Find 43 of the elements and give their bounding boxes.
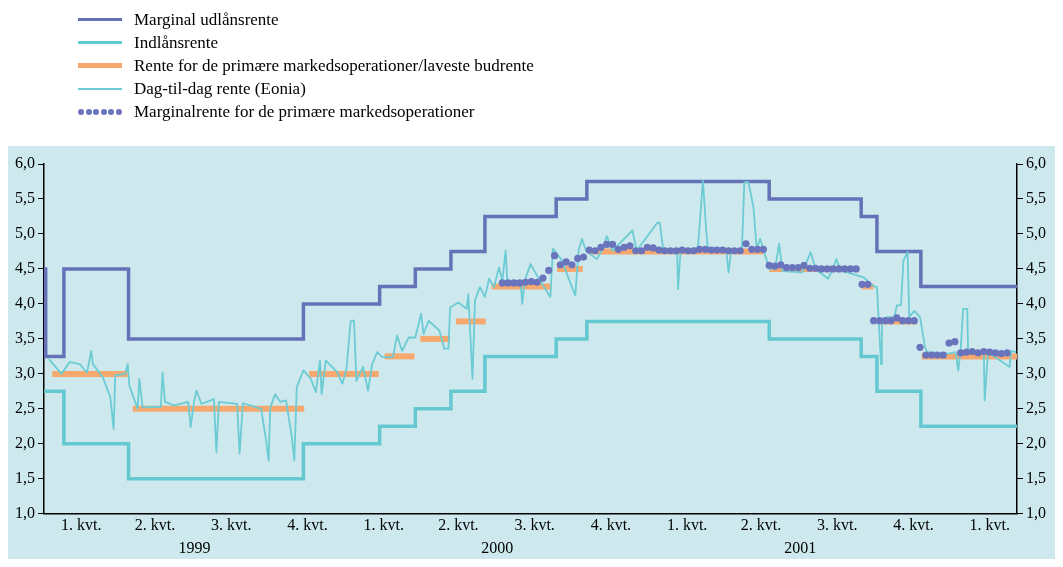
y-tick-label: 1,0 <box>15 504 35 521</box>
x-tick-label: 3. kvt. <box>514 515 555 533</box>
y2-tick-label: 1,0 <box>1026 504 1046 521</box>
y-tick-label: 4,5 <box>15 259 35 277</box>
x-tick-label: 4. kvt. <box>287 515 328 533</box>
text: 2000 <box>481 539 514 557</box>
y-tick-label: 5,0 <box>15 224 35 242</box>
y2-tick-label: 2,0 <box>1026 434 1046 452</box>
y2-tick-label: 5,5 <box>1026 189 1046 207</box>
x-tick-label: 1. kvt. <box>969 515 1010 533</box>
x-tick-label: 2. kvt. <box>438 515 479 533</box>
x-tick-label: 1. kvt. <box>61 515 102 533</box>
y-tick-label: 4,0 <box>15 294 35 312</box>
legend-label: Rente for de primære markedsoperationer/laveste budrente <box>134 55 534 76</box>
x-tick-label: 4. kvt. <box>893 515 934 533</box>
x-tick-label: 4. kvt. <box>590 515 632 533</box>
x-tick-label: 3. kvt. <box>816 515 858 533</box>
text: 2001 <box>784 539 817 557</box>
x-tick-label: 1. kvt. <box>363 515 405 533</box>
y2-tick-label: 5,0 <box>1026 224 1046 242</box>
y2-tick-label: 1,5 <box>1026 469 1046 487</box>
x-tick-label: 2. kvt. <box>134 515 176 533</box>
y2-tick-label: 6,0 <box>1026 154 1046 172</box>
y2-tick-label: 2,5 <box>1026 399 1046 417</box>
y-tick-label: 3,5 <box>15 329 35 347</box>
legend-label: Marginalrente for de primære markedsoperationer <box>134 101 475 122</box>
x-tick-label: 1. kvt. <box>666 515 708 533</box>
y-tick-label: 1,5 <box>15 469 35 487</box>
y-tick-label: 3,0 <box>15 364 35 382</box>
y-tick-label: 2,0 <box>15 434 35 452</box>
legend-label: Dag-til-dag rente (Eonia) <box>134 78 306 99</box>
y-tick-label: 5,5 <box>15 189 35 207</box>
legend-label: Indlånsrente <box>134 32 219 53</box>
y2-tick-label: 4,5 <box>1026 259 1046 277</box>
y-tick-label: 6,0 <box>15 154 35 172</box>
x-tick-label: 3. kvt. <box>211 515 252 533</box>
y2-tick-label: 3,0 <box>1026 364 1046 382</box>
y2-tick-label: 4,0 <box>1026 294 1046 312</box>
y-tick-label: 2,5 <box>15 399 35 417</box>
x-tick-label: 2. kvt. <box>740 515 782 533</box>
legend-label: Marginal udlånsrente <box>134 9 279 30</box>
text: 1999 <box>178 539 211 557</box>
y2-tick-label: 3,5 <box>1026 329 1046 347</box>
